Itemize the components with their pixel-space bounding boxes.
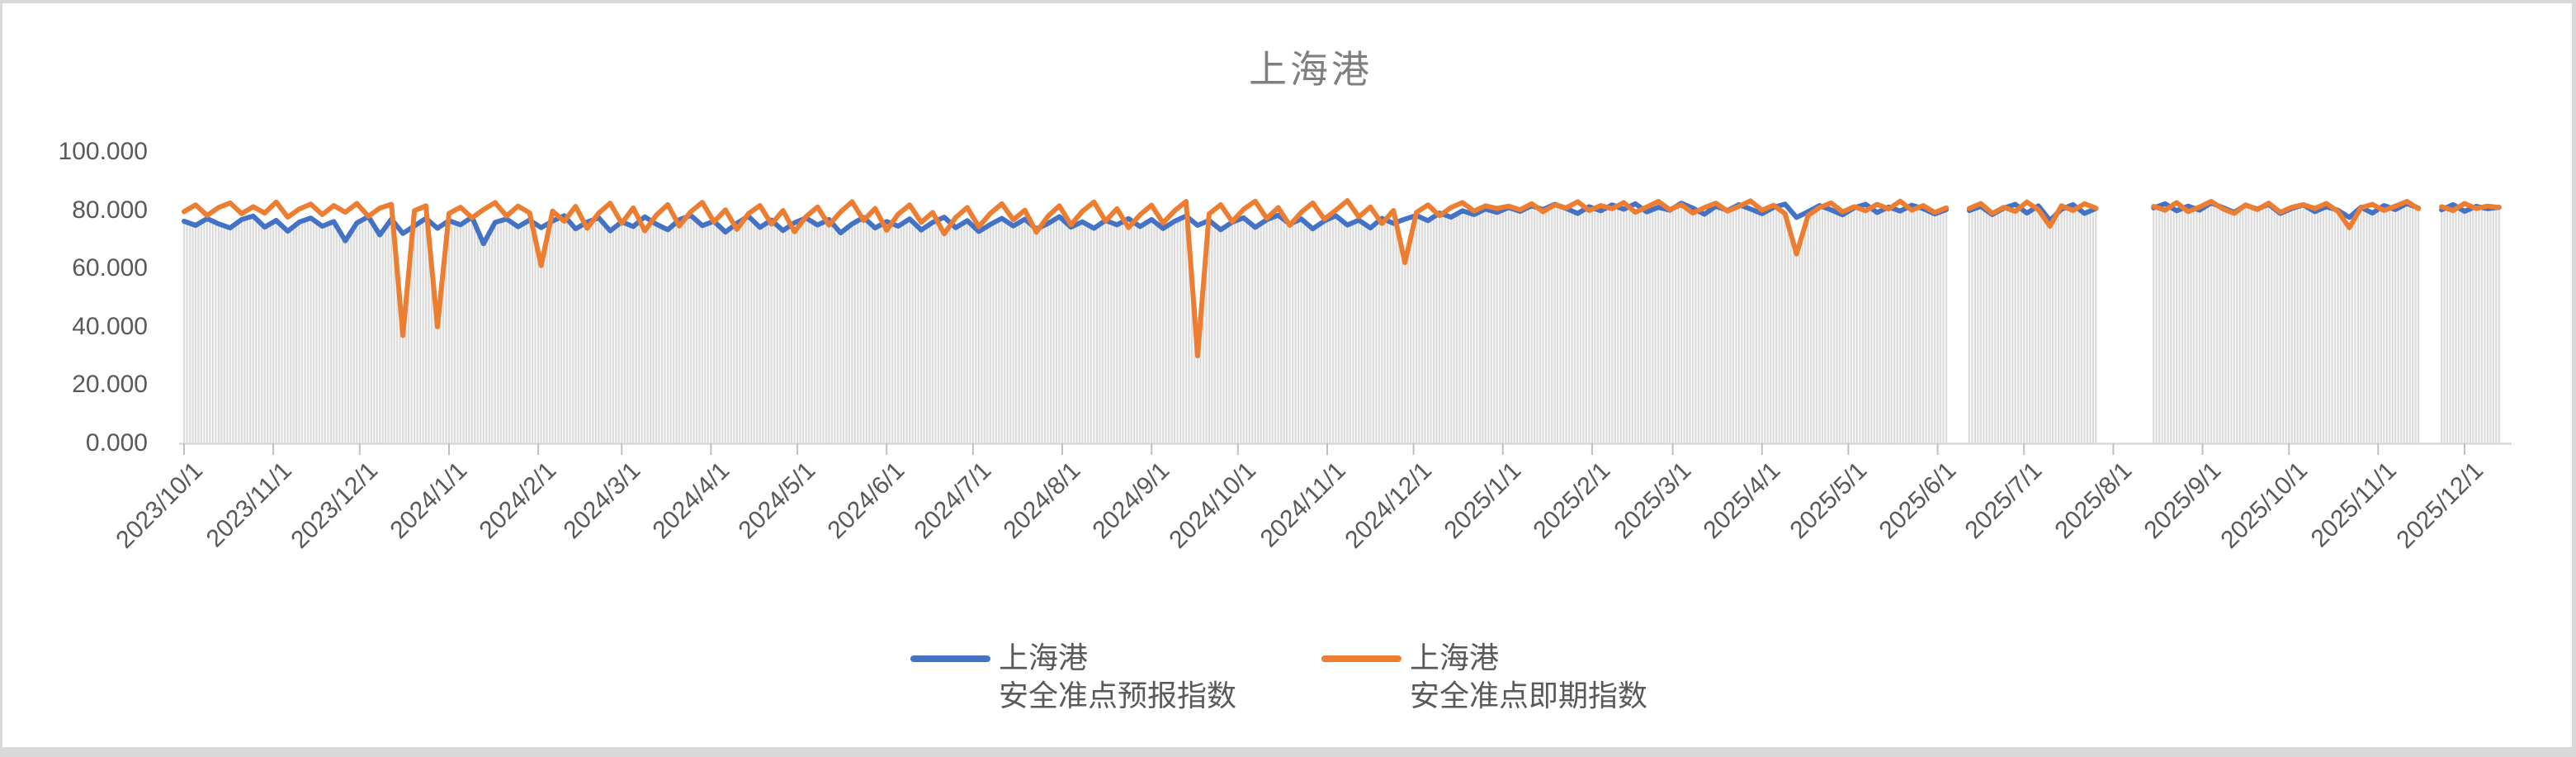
- forecast-index-line: [182, 200, 2502, 247]
- y-axis-tick-label: 80.000: [72, 196, 148, 224]
- y-axis-tick-label: 60.000: [72, 254, 148, 282]
- y-axis-tick-label: 20.000: [72, 371, 148, 399]
- chart-title: 上海港: [1249, 48, 1373, 91]
- forecast-series-line-swatch: [910, 655, 990, 662]
- legend-entry-spot-label: 上海港 安全准点即期指数: [1410, 639, 1647, 715]
- legend-entry-forecast-label: 上海港 安全准点预报指数: [999, 639, 1236, 715]
- legend-entry-forecast-index[interactable]: 上海港 安全准点预报指数: [910, 639, 1236, 715]
- legend: 上海港 安全准点预报指数 上海港 安全准点即期指数: [2, 639, 2572, 730]
- drop-lines: [182, 204, 2500, 443]
- legend-spot-line2: 安全准点即期指数: [1410, 679, 1648, 712]
- x-axis-tick-marks: [183, 443, 2465, 455]
- plot-region: [179, 198, 2512, 455]
- legend-forecast-line1: 上海港: [999, 641, 1089, 674]
- legend-forecast-line2: 安全准点预报指数: [999, 679, 1237, 712]
- spot-index-line: [182, 198, 2502, 359]
- y-axis-tick-label: 40.000: [72, 312, 148, 340]
- spot-series-line-swatch: [1321, 655, 1401, 662]
- y-axis-tick-label: 0.000: [85, 429, 148, 457]
- chart-area[interactable]: 上海港 100.000 80.000 60.000 40.000 20.000 0.000…: [2, 3, 2572, 747]
- y-axis-tick-label: 100.000: [58, 138, 148, 165]
- legend-spot-line1: 上海港: [1410, 641, 1500, 674]
- legend-entry-spot-index[interactable]: 上海港 安全准点即期指数: [1321, 639, 1647, 715]
